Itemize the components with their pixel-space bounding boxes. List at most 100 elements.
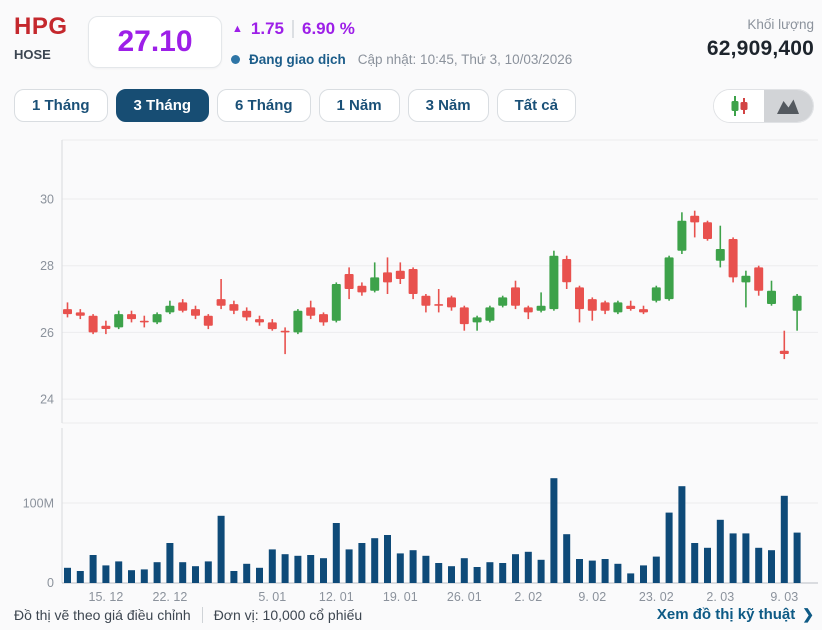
area-chart-icon bbox=[777, 99, 800, 114]
volume-bar bbox=[268, 549, 276, 583]
candle bbox=[779, 330, 789, 360]
tab-1-year[interactable]: 1 Năm bbox=[318, 89, 400, 122]
trading-status-label: Đang giao dịch bbox=[249, 52, 346, 67]
chart-type-toggle bbox=[713, 89, 814, 123]
volume-bar bbox=[345, 549, 353, 583]
volume-bar bbox=[281, 554, 289, 583]
candle bbox=[472, 315, 482, 331]
volume-bar bbox=[76, 571, 84, 583]
footer-note-adjusted-price: Đồ thị vẽ theo giá điều chỉnh bbox=[14, 606, 191, 623]
volume-series bbox=[64, 478, 801, 583]
volume-bar bbox=[652, 556, 660, 583]
volume-bar bbox=[166, 543, 174, 583]
area-view-button[interactable] bbox=[763, 90, 813, 122]
volume-bar bbox=[665, 512, 673, 583]
candle bbox=[664, 255, 674, 301]
volume-bar bbox=[243, 563, 251, 583]
volume-bar bbox=[524, 551, 532, 583]
candle bbox=[395, 262, 405, 284]
change-value: 1.75 bbox=[250, 19, 284, 38]
volume-bar bbox=[691, 543, 699, 583]
volume-bar bbox=[320, 558, 327, 583]
candle bbox=[549, 250, 559, 311]
volume-bar bbox=[153, 562, 161, 583]
candle bbox=[178, 299, 188, 313]
period-tabs: 1 Tháng 3 Tháng 6 Tháng 1 Năm 3 Năm Tất … bbox=[14, 89, 576, 122]
volume-bar bbox=[550, 478, 558, 583]
candle bbox=[152, 312, 162, 325]
candle bbox=[728, 237, 738, 283]
tab-3-months[interactable]: 3 Tháng bbox=[115, 89, 210, 122]
svg-text:9. 03: 9. 03 bbox=[770, 590, 798, 604]
candle bbox=[600, 300, 610, 315]
candle bbox=[587, 297, 597, 321]
svg-text:26: 26 bbox=[40, 326, 54, 340]
candle bbox=[626, 300, 636, 311]
volume-bar bbox=[192, 566, 199, 583]
tab-all[interactable]: Tất cả bbox=[496, 89, 576, 122]
volume-bar bbox=[115, 561, 123, 583]
svg-text:30: 30 bbox=[40, 193, 54, 207]
footer-note-unit: Đơn vị: 10,000 cổ phiếu bbox=[213, 606, 363, 623]
candle bbox=[447, 295, 456, 311]
volume-bar bbox=[217, 515, 225, 583]
volume-bar bbox=[601, 559, 609, 583]
volume-bar bbox=[768, 550, 775, 583]
candle bbox=[639, 305, 648, 315]
volume-bar bbox=[230, 571, 238, 583]
tab-3-years[interactable]: 3 Năm bbox=[407, 89, 489, 122]
volume-bar bbox=[486, 562, 494, 583]
candle bbox=[203, 314, 213, 330]
exchange-label: HOSE bbox=[14, 47, 51, 62]
volume-bar bbox=[729, 533, 737, 583]
candle bbox=[293, 309, 303, 335]
svg-text:23. 02: 23. 02 bbox=[639, 590, 674, 604]
chart-footer: Đồ thị vẽ theo giá điều chỉnh Đơn vị: 10… bbox=[14, 606, 814, 623]
candlestick-icon bbox=[731, 96, 748, 116]
volume-bar bbox=[64, 567, 71, 583]
candle bbox=[114, 310, 124, 330]
candle bbox=[229, 300, 239, 315]
volume-bar bbox=[537, 559, 545, 583]
tab-1-month[interactable]: 1 Tháng bbox=[14, 89, 108, 122]
volume-bar bbox=[128, 570, 135, 583]
current-price: 27.10 bbox=[117, 25, 193, 58]
candle bbox=[267, 319, 277, 331]
candle bbox=[767, 280, 776, 306]
technical-chart-link-label: Xem đồ thị kỹ thuật bbox=[656, 606, 796, 623]
candlestick-view-button[interactable] bbox=[714, 90, 764, 122]
candle bbox=[536, 292, 546, 313]
volume-bar bbox=[755, 547, 763, 583]
svg-text:12. 01: 12. 01 bbox=[319, 590, 354, 604]
candle bbox=[216, 279, 226, 310]
price-change-block: ▲ 1.75 6.90 % bbox=[232, 19, 355, 39]
candle bbox=[344, 267, 354, 300]
volume-bar bbox=[140, 569, 148, 583]
svg-text:2. 03: 2. 03 bbox=[706, 590, 734, 604]
volume-label: Khối lượng bbox=[747, 17, 814, 32]
candle bbox=[498, 295, 508, 308]
change-up-arrow-icon: ▲ bbox=[232, 23, 243, 35]
candle bbox=[357, 282, 367, 296]
candle bbox=[523, 305, 533, 320]
candle bbox=[165, 300, 175, 315]
technical-chart-link[interactable]: Xem đồ thị kỹ thuật ❯ bbox=[657, 606, 814, 623]
volume-bar bbox=[460, 558, 468, 583]
tab-6-months[interactable]: 6 Tháng bbox=[217, 89, 311, 122]
candle bbox=[370, 262, 380, 293]
svg-text:24: 24 bbox=[40, 393, 54, 407]
volume-bar bbox=[371, 538, 379, 583]
candle bbox=[306, 300, 316, 320]
trading-status-dot-icon bbox=[231, 55, 240, 64]
candle bbox=[101, 320, 111, 335]
volume-bar bbox=[294, 555, 302, 583]
candle bbox=[75, 309, 85, 320]
volume-bar bbox=[588, 560, 596, 583]
volume-bar bbox=[422, 555, 430, 583]
candle bbox=[613, 300, 623, 315]
svg-text:2. 02: 2. 02 bbox=[514, 590, 542, 604]
volume-bar bbox=[576, 559, 583, 583]
volume-bar bbox=[678, 486, 686, 583]
